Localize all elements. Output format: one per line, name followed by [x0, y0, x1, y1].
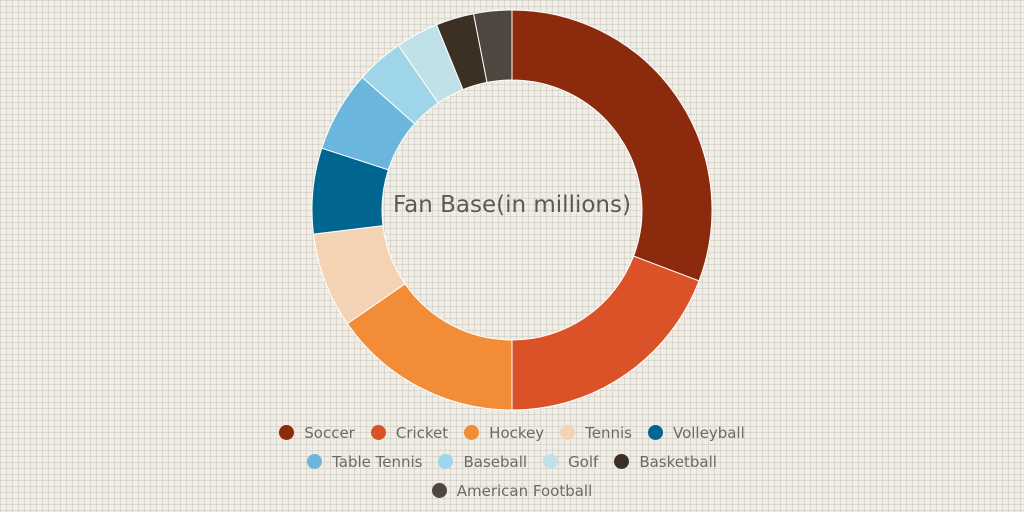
legend-item-volleyball[interactable]: Volleyball — [647, 423, 745, 442]
legend-item-basketball[interactable]: Basketball — [614, 453, 717, 471]
slice-cricket[interactable] — [511, 255, 700, 411]
legend-swatch — [279, 425, 295, 440]
legend-item-hockey[interactable]: Hockey — [464, 424, 544, 442]
legend-label: Volleyball — [672, 423, 745, 442]
legend-label: Baseball — [463, 452, 528, 471]
chart-title: Fan Base(in millions) — [393, 192, 631, 218]
legend-row: Table Tennis Baseball Golf Basketball — [0, 447, 1024, 476]
legend-item-american-football[interactable]: American Football — [431, 481, 593, 500]
legend-swatch — [307, 454, 323, 469]
legend-swatch — [543, 454, 559, 469]
slice-american-football[interactable] — [472, 9, 513, 84]
legend-swatch — [614, 454, 630, 469]
legend-label: Tennis — [585, 423, 632, 442]
legend-item-tennis[interactable]: Tennis — [560, 424, 632, 442]
legend-label: Soccer — [304, 423, 355, 442]
donut-chart: Fan Base(in millions) — [311, 9, 713, 411]
donut-chart-svg — [311, 9, 713, 411]
legend-label: Table Tennis — [332, 452, 423, 471]
legend-item-baseball[interactable]: Baseball — [438, 453, 527, 471]
legend-label: Hockey — [489, 423, 545, 442]
chart-legend: Soccer Cricket Hockey Tennis Volleyball Table… — [0, 418, 1024, 505]
legend-item-golf[interactable]: Golf — [543, 453, 598, 471]
legend-swatch — [647, 425, 663, 440]
legend-label: Golf — [568, 452, 599, 471]
legend-item-cricket[interactable]: Cricket — [370, 423, 449, 442]
legend-item-soccer[interactable]: Soccer — [279, 424, 355, 442]
legend-label: Cricket — [395, 423, 449, 442]
legend-row: Soccer Cricket Hockey Tennis Volleyball — [0, 418, 1024, 447]
legend-swatch — [464, 425, 480, 440]
slice-soccer[interactable] — [511, 9, 713, 282]
legend-swatch — [431, 483, 447, 498]
legend-swatch — [438, 454, 454, 469]
legend-label: American Football — [456, 481, 593, 500]
legend-swatch — [370, 425, 386, 440]
legend-label: Basketball — [639, 452, 717, 471]
legend-item-table-tennis[interactable]: Table Tennis — [307, 453, 422, 471]
legend-row: American Football — [0, 476, 1024, 505]
legend-swatch — [560, 425, 576, 440]
